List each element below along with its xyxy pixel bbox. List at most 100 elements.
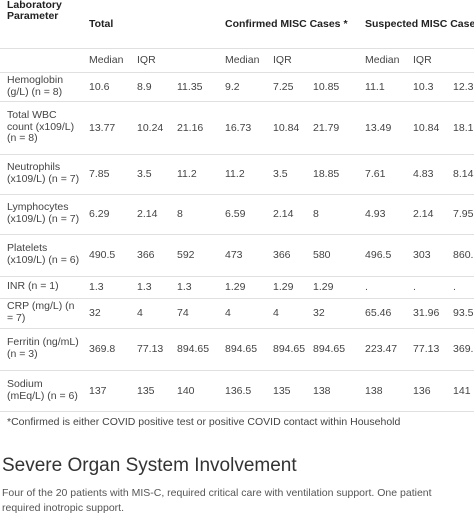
- row-label: Sodium (mEq/L) (n = 6): [0, 370, 82, 412]
- cell: 4.83: [406, 154, 447, 195]
- table-row: Platelets (x109/L) (n = 6) 490.5 366 592…: [0, 234, 474, 277]
- cell: 6.59: [218, 194, 266, 235]
- cell: 135: [130, 370, 170, 412]
- cell: .: [406, 276, 447, 299]
- section-body: Four of the 20 patients with MIS-C, requ…: [2, 487, 432, 514]
- cell: 8.9: [130, 72, 170, 102]
- cell: 137: [82, 370, 130, 412]
- header-total: Total: [82, 0, 218, 49]
- cell: 1.3: [130, 276, 170, 299]
- header-confirmed-misc-cases: Confirmed MISC Cases *: [218, 0, 359, 49]
- cell: 10.84: [406, 101, 447, 155]
- cell: 93.5: [446, 298, 474, 329]
- cell: 2.14: [406, 194, 447, 235]
- cell: 138: [306, 370, 359, 412]
- cell: 10.3: [406, 72, 447, 102]
- subheader-suspected-iqr: IQR: [406, 48, 447, 73]
- cell: 592: [170, 234, 218, 277]
- cell: 32: [82, 298, 130, 329]
- cell: 135: [266, 370, 306, 412]
- cell: 74: [170, 298, 218, 329]
- table-row: INR (n = 1) 1.3 1.3 1.3 1.29 1.29 1.29 .…: [0, 276, 474, 299]
- cell: 77.13: [130, 328, 170, 371]
- cell: 4: [266, 298, 306, 329]
- cell: .: [358, 276, 407, 299]
- cell: 11.1: [358, 72, 407, 102]
- cell: 473: [218, 234, 266, 277]
- cell: 894.65: [266, 328, 306, 371]
- cell: 1.29: [306, 276, 359, 299]
- cell: 1.3: [170, 276, 218, 299]
- table-header-row: Laboratory Parameter Total Confirmed MIS…: [0, 0, 474, 49]
- subheader-confirmed-iqr-upper: [306, 48, 359, 73]
- cell: 16.73: [218, 101, 266, 155]
- cell: 1.29: [218, 276, 266, 299]
- row-label: CRP (mg/L) (n = 7): [0, 298, 82, 329]
- subheader-suspected-iqr-upper: [446, 48, 474, 73]
- cell: 366: [266, 234, 306, 277]
- row-label: Lymphocytes (x109/L) (n = 7): [0, 194, 82, 235]
- cell: 7.95: [446, 194, 474, 235]
- row-label: Platelets (x109/L) (n = 6): [0, 234, 82, 277]
- cell: 12.3: [446, 72, 474, 102]
- table-row: Hemoglobin (g/L) (n = 8) 10.6 8.9 11.35 …: [0, 72, 474, 102]
- cell: 18.85: [306, 154, 359, 195]
- row-label: INR (n = 1): [0, 276, 82, 299]
- subheader-total-median: Median: [82, 48, 130, 73]
- header-suspected-misc-cases: Suspected MISC Cases: [358, 0, 474, 49]
- cell: 3.5: [130, 154, 170, 195]
- cell: 11.35: [170, 72, 218, 102]
- cell: 8: [306, 194, 359, 235]
- cell: 138: [358, 370, 407, 412]
- cell: 496.5: [358, 234, 407, 277]
- cell: 1.3: [82, 276, 130, 299]
- lab-table-container: Laboratory Parameter Total Confirmed MIS…: [0, 0, 474, 432]
- cell: 8.14: [446, 154, 474, 195]
- cell: 366: [130, 234, 170, 277]
- subheader-total-iqr-upper: [170, 48, 218, 73]
- row-label: Total WBC count (x109/L) (n = 8): [0, 101, 82, 155]
- cell: 31.96: [406, 298, 447, 329]
- table-row: Lymphocytes (x109/L) (n = 7) 6.29 2.14 8…: [0, 194, 474, 235]
- cell: 7.85: [82, 154, 130, 195]
- cell: 136: [406, 370, 447, 412]
- cell: 7.25: [266, 72, 306, 102]
- cell: 18.1: [446, 101, 474, 155]
- table-footnote: *Confirmed is either COVID positive test…: [0, 411, 474, 432]
- table-subheader-row: Median IQR Median IQR Median IQR: [0, 48, 474, 73]
- cell: 9.2: [218, 72, 266, 102]
- cell: 13.49: [358, 101, 407, 155]
- row-label: Neutrophils (x109/L) (n = 7): [0, 154, 82, 195]
- cell: 4: [218, 298, 266, 329]
- cell: 77.13: [406, 328, 447, 371]
- cell: 894.65: [170, 328, 218, 371]
- table-row: CRP (mg/L) (n = 7) 32 4 74 4 4 32 65.46 …: [0, 298, 474, 329]
- cell: 2.14: [266, 194, 306, 235]
- cell: 6.29: [82, 194, 130, 235]
- cell: 303: [406, 234, 447, 277]
- cell: .: [446, 276, 474, 299]
- cell: 21.79: [306, 101, 359, 155]
- cell: 3.5: [266, 154, 306, 195]
- cell: 894.65: [306, 328, 359, 371]
- cell: 141: [446, 370, 474, 412]
- cell: 11.2: [218, 154, 266, 195]
- subheader-confirmed-median: Median: [218, 48, 266, 73]
- cell: 13.77: [82, 101, 130, 155]
- cell: 4: [130, 298, 170, 329]
- cell: 490.5: [82, 234, 130, 277]
- table-row: Total WBC count (x109/L) (n = 8) 13.77 1…: [0, 101, 474, 155]
- cell: 223.47: [358, 328, 407, 371]
- cell: 65.46: [358, 298, 407, 329]
- section-title: Severe Organ System Involvement: [2, 455, 297, 476]
- table-row: Neutrophils (x109/L) (n = 7) 7.85 3.5 11…: [0, 154, 474, 195]
- cell: 21.16: [170, 101, 218, 155]
- cell: 860.5: [446, 234, 474, 277]
- cell: 2.14: [130, 194, 170, 235]
- cell: 580: [306, 234, 359, 277]
- cell: 369.8: [82, 328, 130, 371]
- cell: 10.85: [306, 72, 359, 102]
- cell: 8: [170, 194, 218, 235]
- subheader-confirmed-iqr: IQR: [266, 48, 306, 73]
- lab-parameters-table: Laboratory Parameter Total Confirmed MIS…: [0, 0, 474, 432]
